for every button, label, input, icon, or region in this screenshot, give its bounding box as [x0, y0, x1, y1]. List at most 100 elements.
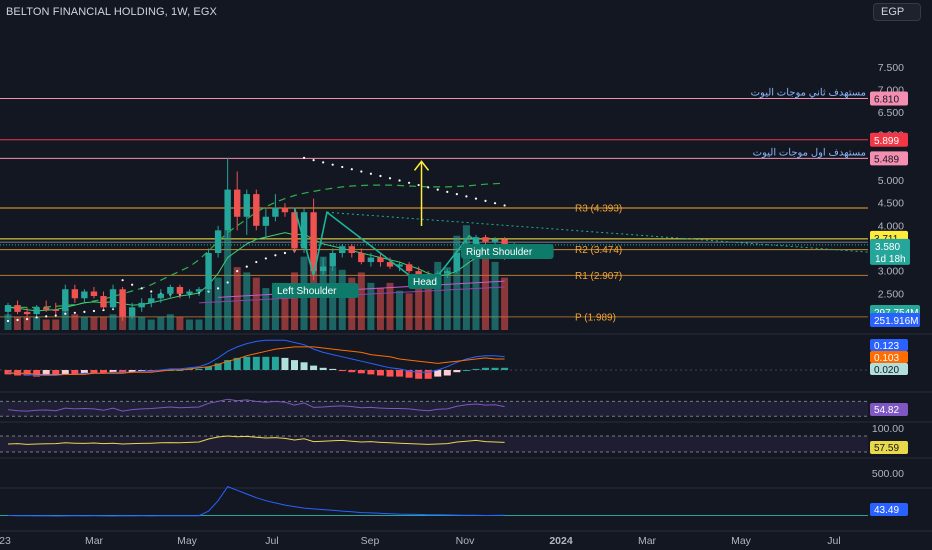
volume-bar [329, 267, 337, 330]
macd-histogram-bar [42, 370, 50, 376]
candle-body [482, 237, 489, 242]
candle-body [453, 253, 461, 272]
psar-dot [83, 310, 86, 313]
psar-dot [474, 197, 478, 200]
psar-dot [45, 315, 48, 318]
psar-dot [388, 177, 392, 180]
volume-bar [376, 288, 384, 330]
target2-price-tag-text: 6.810 [874, 95, 899, 106]
candle-body [205, 253, 212, 290]
volume-bar [233, 267, 241, 330]
macd-histogram-bar [462, 370, 470, 371]
volume-bar [23, 316, 31, 330]
target1-red-price-tag-bg [870, 132, 908, 147]
target1-red-price-tag: 5.899 [870, 132, 908, 147]
target1-price-tag: 5.489 [870, 151, 908, 166]
target2-price-tag-bg [870, 91, 908, 106]
psar-dot [264, 257, 267, 260]
psar-dot [446, 190, 449, 193]
macd-histogram-bar [61, 370, 69, 375]
volume-bar [357, 272, 365, 330]
macd-histogram-bar [80, 370, 88, 374]
volume-bar [252, 277, 260, 330]
psar-dot [379, 174, 382, 178]
psar-dot [121, 279, 124, 282]
macd-histogram-bar [243, 356, 251, 370]
volume-bar [214, 277, 222, 330]
macd-histogram-bar [271, 356, 279, 370]
last-price-value: 3.580 [875, 242, 900, 253]
time-axis-label: Mar [638, 535, 657, 547]
volume-bar [100, 316, 107, 330]
time-axis-label: Sep [361, 535, 380, 547]
psar-dot [331, 163, 334, 166]
candle-body [119, 289, 126, 317]
macd-histogram-bar [501, 367, 509, 370]
adx-value-tag: 43.49 [874, 505, 899, 516]
price-axis-label: 2.500 [878, 288, 904, 300]
psar-dot [64, 312, 67, 315]
head-label: Head [408, 274, 442, 289]
volume-bar [434, 261, 442, 330]
volume-bar [128, 316, 136, 330]
candle-body [4, 305, 12, 312]
psar-dot [341, 165, 344, 169]
adx-axis-label: 500.00 [872, 468, 904, 480]
macd-histogram-bar [329, 368, 337, 370]
volume-bar [138, 316, 146, 330]
volume-bar [462, 225, 470, 330]
volume-bar [109, 314, 117, 330]
macd-histogram-bar [23, 370, 31, 376]
volume-bar [42, 319, 50, 330]
macd-histogram-bar [14, 370, 22, 376]
right-shoulder-label-text: Right Shoulder [466, 247, 533, 258]
signal-value-tag: 0.103 [874, 353, 899, 364]
psar-dot [131, 283, 134, 286]
psar-dot [16, 318, 19, 322]
hist-tag-bg [870, 363, 908, 375]
symbol-title: BELTON FINANCIAL HOLDING, 1W, EGX [6, 6, 217, 18]
volume-bar [14, 316, 22, 330]
macd-histogram-bar [262, 356, 270, 370]
stoch-line [7, 435, 505, 445]
psar-dot [369, 172, 372, 175]
target2-price-tag: 6.810 [870, 91, 908, 106]
volume-bar [205, 288, 213, 330]
psar-dot [408, 181, 411, 184]
psar-dot [503, 204, 506, 207]
stoch-tag-bg [870, 441, 908, 454]
candle-body [310, 212, 317, 272]
macd-histogram-bar [119, 370, 127, 374]
candle-body [62, 289, 69, 311]
candle-body [358, 253, 365, 263]
macd-histogram-bar [281, 357, 289, 370]
volume-bar [367, 282, 375, 330]
currency-button[interactable]: EGP [873, 3, 921, 21]
adx-line [7, 485, 505, 517]
macd-histogram-bar [205, 366, 213, 370]
price-axis-label: 7.500 [878, 62, 904, 74]
stoch-axis-label: 100.00 [872, 423, 904, 435]
candle-body [253, 194, 260, 226]
target1-annotation: مستهدف اول موجات اليوت [753, 147, 866, 158]
rsi-tag-bg [870, 403, 908, 416]
psar-dot [312, 159, 315, 162]
candle-body [157, 293, 164, 299]
rsi-value-tag: 54.82 [874, 405, 899, 416]
psar-dot [465, 195, 468, 198]
time-axis-label: Mar [85, 535, 104, 547]
candle-body [339, 246, 346, 253]
r1-label: R1 (2.907) [575, 271, 622, 282]
candle-body [138, 302, 145, 308]
volume-bar [33, 316, 41, 330]
macd-histogram-bar [424, 370, 432, 379]
volume-bar [52, 319, 60, 330]
macd-histogram-bar [33, 370, 41, 377]
candle-body [176, 286, 184, 294]
volume-bar [195, 319, 203, 330]
time-axis-label: May [177, 535, 198, 547]
macd-histogram-bar [453, 370, 461, 373]
candle-body [52, 309, 59, 311]
